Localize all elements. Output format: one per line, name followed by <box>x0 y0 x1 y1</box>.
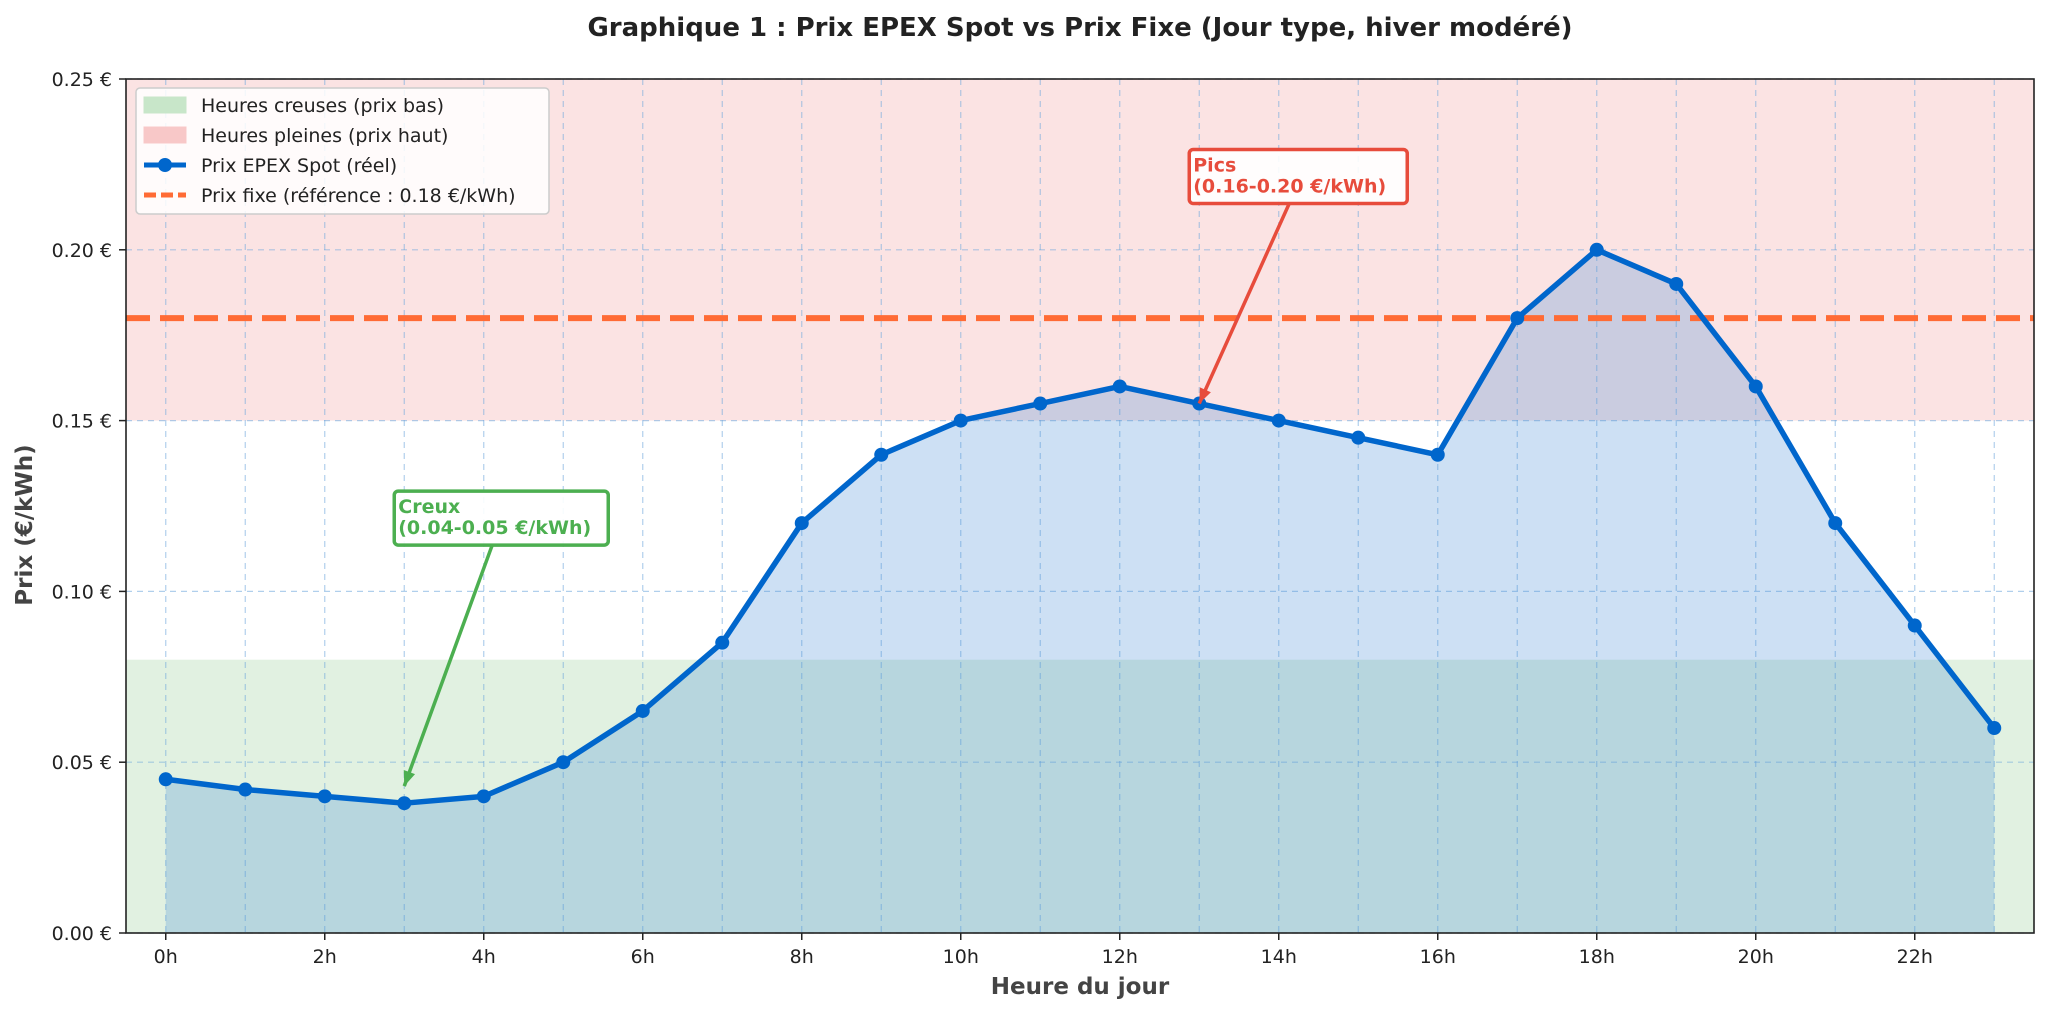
area-group <box>165 249 1995 933</box>
y-tick-label: 0.05 € <box>52 752 112 774</box>
data-point <box>317 789 332 804</box>
data-point <box>1748 379 1763 394</box>
y-tick-label: 0.15 € <box>52 411 112 433</box>
data-point <box>1589 242 1604 257</box>
annotation-text: (0.16-0.20 €/kWh) <box>1193 175 1386 197</box>
annotation-arrow <box>1197 202 1291 405</box>
data-point <box>715 635 730 650</box>
y-tick-label: 0.25 € <box>52 69 112 91</box>
data-point <box>1510 311 1525 326</box>
data-point <box>1271 413 1286 428</box>
data-point <box>158 772 173 787</box>
chart-title: Graphique 1 : Prix EPEX Spot vs Prix Fix… <box>587 13 1572 43</box>
legend-entry-peak-swatch <box>143 126 187 144</box>
y-tick-label: 0.20 € <box>52 240 112 262</box>
y-tick-label: 0.10 € <box>52 581 112 603</box>
legend-box <box>135 87 550 215</box>
annotation-group: Creux(0.04-0.05 €/kWh) Pics(0.16-0.20 €/k… <box>392 147 1409 787</box>
x-tick-label: 0h <box>154 946 178 968</box>
data-point <box>1987 721 2002 736</box>
data-point <box>1430 447 1445 462</box>
annotation-arrowhead <box>1199 387 1211 404</box>
series-line <box>165 247 1997 806</box>
data-point <box>794 516 809 531</box>
series-area <box>165 249 1995 933</box>
data-point <box>1828 516 1843 531</box>
x-tick-label: 2h <box>313 946 337 968</box>
x-tick-label: 10h <box>943 946 979 968</box>
series-group <box>158 242 2002 811</box>
legend-entry-fixed-label: Prix fixe (référence : 0.18 €/kWh) <box>201 185 516 207</box>
data-point <box>1351 430 1366 445</box>
annotation-text: Pics <box>1193 154 1236 176</box>
annotation-box <box>392 489 610 547</box>
data-point <box>476 789 491 804</box>
legend: Heures creuses (prix bas) Heures pleines … <box>135 87 550 215</box>
x-tick-label: 12h <box>1102 946 1138 968</box>
legend-entry-off-peak-label: Heures creuses (prix bas) <box>201 95 444 117</box>
annotation-box <box>1187 147 1409 206</box>
y-axis: 0.00 € 0.05 € 0.10 € 0.15 € 0.20 € 0.25 € <box>52 69 126 945</box>
plot-frame <box>125 78 2035 934</box>
x-tick-label: 18h <box>1579 946 1615 968</box>
annotation-arrowhead <box>403 769 416 787</box>
legend-entry-spot-marker <box>158 158 172 172</box>
data-point <box>1112 379 1127 394</box>
data-point <box>953 413 968 428</box>
y-axis-label: Prix (€/kWh) <box>12 444 38 605</box>
x-axis: 0h 2h 4h 6h 8h 10h 12h 14h 16h 18h 20h 22h <box>154 933 1933 968</box>
band-off-peak <box>126 659 2034 933</box>
x-tick-label: 8h <box>790 946 814 968</box>
legend-entry-peak-label: Heures pleines (prix haut) <box>201 125 448 147</box>
annotation-arrow <box>402 544 494 787</box>
legend-entry-off-peak-swatch <box>143 96 187 114</box>
data-point <box>874 447 889 462</box>
x-tick-label: 14h <box>1261 946 1297 968</box>
x-tick-label: 6h <box>631 946 655 968</box>
x-tick-label: 22h <box>1897 946 1933 968</box>
x-tick-label: 16h <box>1420 946 1456 968</box>
legend-entry-spot-label: Prix EPEX Spot (réel) <box>201 155 397 177</box>
x-tick-label: 20h <box>1738 946 1774 968</box>
data-point <box>1033 396 1048 411</box>
x-tick-label: 4h <box>472 946 496 968</box>
data-point <box>1669 276 1684 291</box>
data-point <box>635 703 650 718</box>
data-point <box>397 796 412 811</box>
annotation-text: (0.04-0.05 €/kWh) <box>398 517 591 539</box>
data-point <box>556 755 571 770</box>
x-axis-label: Heure du jour <box>991 974 1170 1000</box>
y-tick-label: 0.00 € <box>52 923 112 945</box>
annotation-text: Creux <box>398 496 460 518</box>
data-point <box>1907 618 1922 633</box>
data-point <box>238 782 253 797</box>
